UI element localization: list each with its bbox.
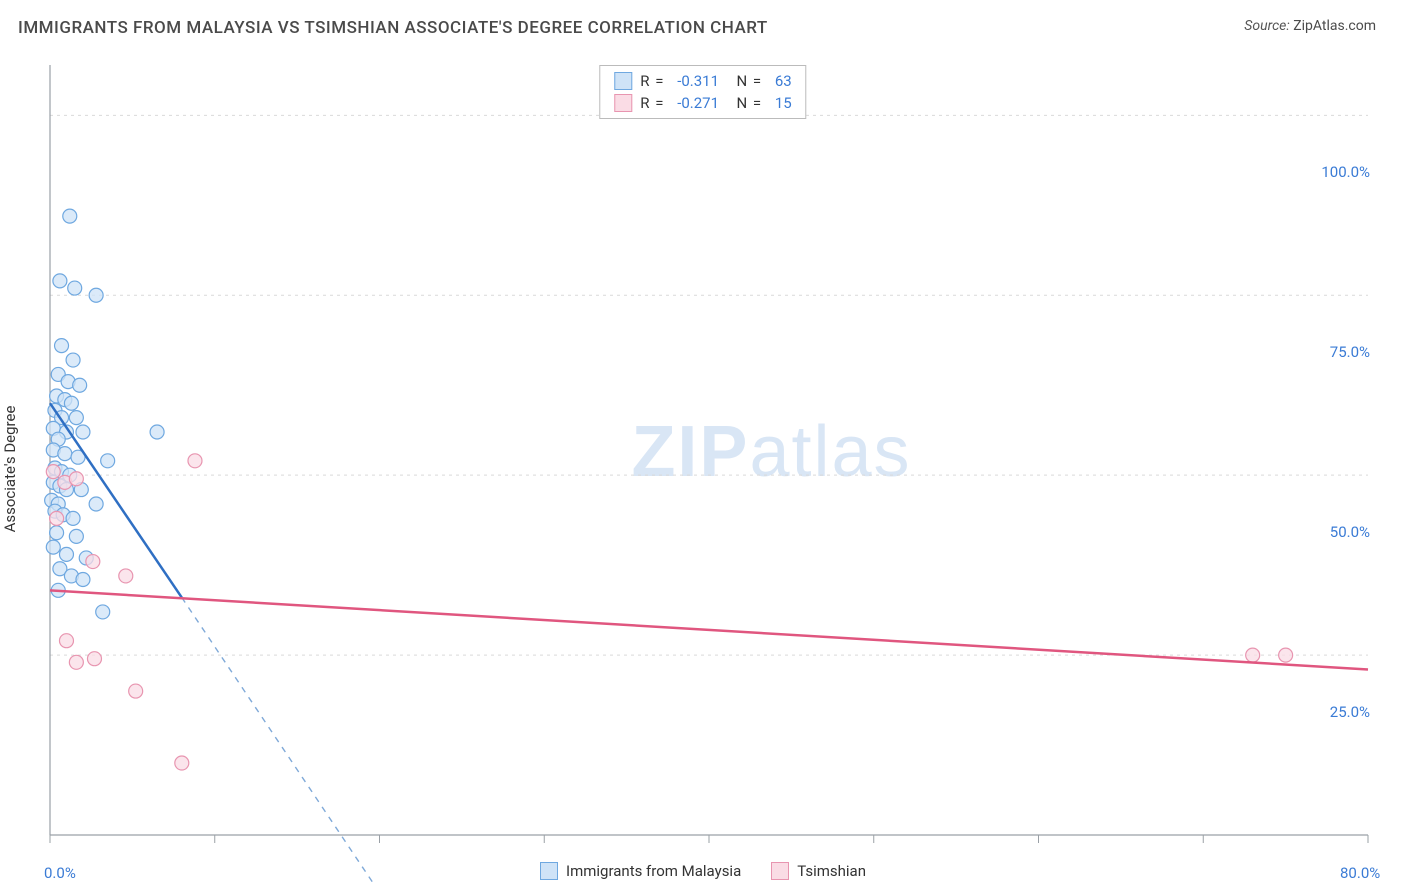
scatter-point	[150, 425, 164, 439]
legend-label: Tsimshian	[797, 862, 866, 880]
scatter-point	[175, 756, 189, 770]
scatter-point	[73, 378, 87, 392]
x-tick-label: 0.0%	[44, 864, 76, 882]
chart-title: IMMIGRANTS FROM MALAYSIA VS TSIMSHIAN AS…	[18, 18, 768, 38]
scatter-point	[76, 573, 90, 587]
scatter-point	[50, 526, 64, 540]
scatter-point	[59, 634, 73, 648]
stat-n-value: 15	[775, 94, 792, 112]
scatter-point	[1279, 648, 1293, 662]
scatter-point	[55, 339, 69, 353]
scatter-point	[46, 465, 60, 479]
series-swatch	[614, 94, 632, 112]
stat-r-value: -0.271	[677, 94, 719, 112]
scatter-point	[96, 605, 110, 619]
trend-line	[50, 590, 1368, 669]
y-tick-label: 25.0%	[1330, 703, 1370, 721]
scatter-plot	[18, 55, 1388, 882]
scatter-point	[68, 281, 82, 295]
legend-swatch	[540, 862, 558, 880]
source-value: ZipAtlas.com	[1293, 18, 1376, 34]
scatter-point	[59, 547, 73, 561]
scatter-point	[87, 652, 101, 666]
scatter-point	[58, 447, 72, 461]
scatter-point	[76, 425, 90, 439]
legend-swatch	[771, 862, 789, 880]
scatter-point	[89, 288, 103, 302]
scatter-point	[63, 209, 77, 223]
y-tick-label: 100.0%	[1321, 163, 1370, 181]
scatter-point	[1246, 648, 1260, 662]
stat-r-value: -0.311	[677, 72, 719, 90]
scatter-point	[101, 454, 115, 468]
stat-r-label: R =	[640, 72, 669, 90]
scatter-point	[64, 396, 78, 410]
scatter-point	[89, 497, 103, 511]
chart-container: Associate's Degree ZIPatlas R = -0.311 N…	[18, 55, 1388, 882]
scatter-point	[46, 540, 60, 554]
legend: Immigrants from Malaysia Tsimshian	[540, 862, 866, 880]
x-tick-label: 80.0%	[1340, 864, 1380, 882]
scatter-point	[69, 655, 83, 669]
source-label: Source:	[1244, 18, 1289, 34]
scatter-point	[69, 411, 83, 425]
legend-label: Immigrants from Malaysia	[566, 862, 741, 880]
scatter-point	[188, 454, 202, 468]
legend-item: Immigrants from Malaysia	[540, 862, 741, 880]
stat-n-label: N =	[727, 94, 767, 112]
series-swatch	[614, 72, 632, 90]
scatter-point	[53, 274, 67, 288]
legend-item: Tsimshian	[771, 862, 866, 880]
source-attribution: Source: ZipAtlas.com	[1244, 18, 1376, 34]
scatter-point	[86, 555, 100, 569]
stat-n-value: 63	[775, 72, 792, 90]
stat-n-label: N =	[727, 72, 767, 90]
stat-r-label: R =	[640, 94, 669, 112]
y-tick-label: 75.0%	[1330, 343, 1370, 361]
scatter-point	[66, 511, 80, 525]
scatter-point	[66, 353, 80, 367]
scatter-point	[69, 529, 83, 543]
correlation-stats-box: R = -0.311 N = 63R = -0.271 N = 15	[599, 65, 806, 119]
y-axis-label: Associate's Degree	[1, 405, 19, 532]
y-tick-label: 50.0%	[1330, 523, 1370, 541]
chart-header: IMMIGRANTS FROM MALAYSIA VS TSIMSHIAN AS…	[0, 0, 1406, 38]
scatter-point	[69, 472, 83, 486]
scatter-point	[50, 511, 64, 525]
scatter-point	[119, 569, 133, 583]
scatter-point	[129, 684, 143, 698]
stats-row: R = -0.311 N = 63	[614, 70, 791, 92]
stats-row: R = -0.271 N = 15	[614, 92, 791, 114]
